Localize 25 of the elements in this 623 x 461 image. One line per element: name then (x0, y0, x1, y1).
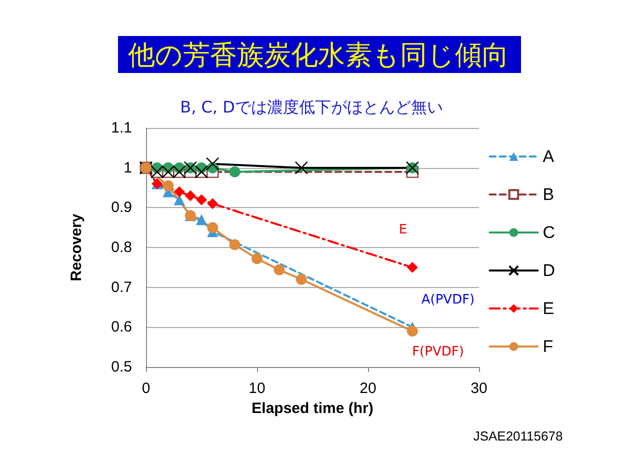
y-tick-label: 0.9 (111, 199, 132, 216)
legend-label: A (542, 147, 555, 166)
annotation: E (398, 222, 408, 238)
chart-subtitle: B, C, Dでは濃度低下がほとんど無い (180, 98, 443, 116)
legend-label: E (542, 299, 554, 318)
y-tick-label: 0.5 (111, 358, 132, 376)
legend-label: D (542, 261, 556, 280)
y-tick-label: 0.8 (111, 239, 132, 256)
x-tick-label: 0 (142, 380, 150, 397)
y-tick-label: 1.1 (111, 120, 132, 136)
x-tick-label: 20 (360, 380, 376, 397)
annotation: A(PVDF) (421, 292, 475, 308)
legend-label: C (542, 223, 556, 242)
y-tick-label: 0.7 (111, 278, 132, 296)
chart-title: 他の芳香族炭化水素も同じ傾向 (128, 40, 509, 71)
x-tick-label: 10 (248, 380, 266, 397)
y-tick-label: 0.6 (111, 318, 132, 336)
legend-label: B (542, 185, 554, 204)
y-axis-title: Recovery (68, 213, 85, 282)
annotation: F(PVDF) (412, 344, 464, 360)
x-axis-title: Elapsed time (hr) (252, 400, 374, 417)
legend-label: F (542, 337, 554, 356)
text: JSAE20115678 (473, 428, 563, 444)
y-tick-label: 1 (124, 159, 132, 176)
x-tick-label: 30 (470, 380, 488, 397)
